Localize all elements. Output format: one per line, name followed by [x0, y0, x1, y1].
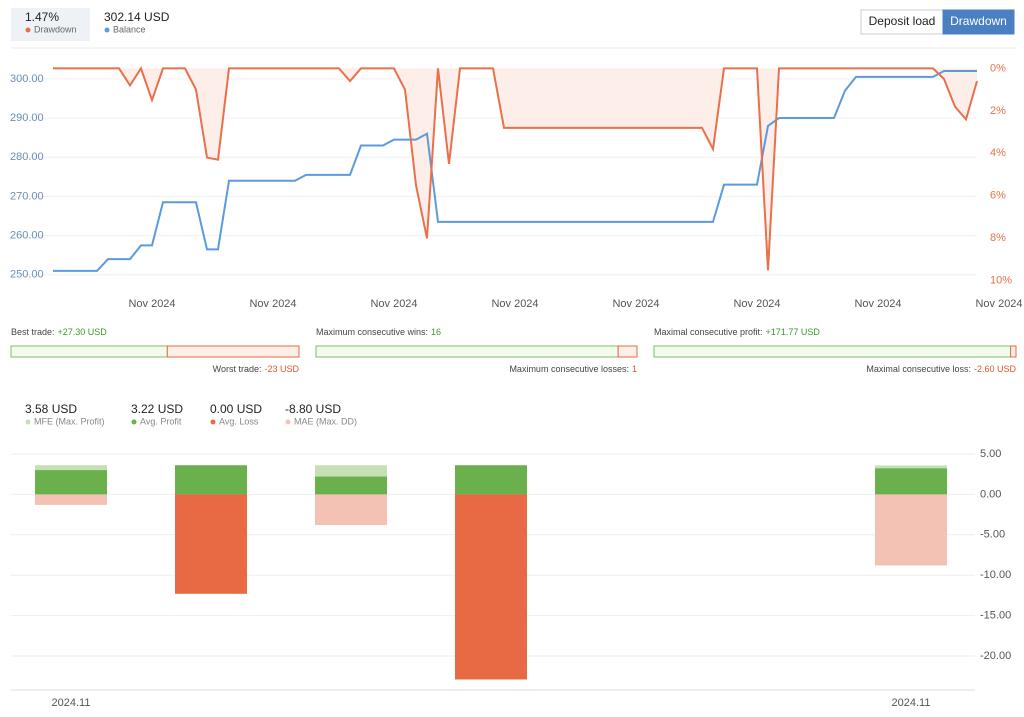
- stat-label: Maximal consecutive profit: +171.77 USD: [654, 327, 820, 337]
- stat-bar-negative: [166, 345, 300, 358]
- bar: [35, 494, 107, 505]
- legend-label: MAE (Max. DD): [294, 416, 357, 426]
- x-tick-label: Nov 2024: [612, 298, 659, 310]
- stat-bar-positive: [315, 345, 619, 358]
- stat-value: +27.30 USD: [58, 327, 108, 337]
- bar: [875, 494, 947, 566]
- legend-label: MFE (Max. Profit): [34, 416, 105, 426]
- y-tick-label: -10.00: [980, 569, 1011, 581]
- bar: [175, 494, 247, 594]
- y-tick-label: 5.00: [980, 448, 1001, 460]
- y2-tick-label: 0%: [990, 62, 1006, 74]
- legend-dot: [104, 27, 110, 33]
- legend-dot: [25, 27, 31, 33]
- stat-label: Maximal consecutive loss: -2.60 USD: [866, 364, 1016, 374]
- tab-button[interactable]: [860, 9, 944, 35]
- legend-value: 1.47%: [25, 10, 59, 24]
- stat-value: -23 USD: [264, 364, 299, 374]
- balance-line: [53, 70, 977, 272]
- stat-name: Maximum consecutive wins:: [316, 327, 428, 337]
- legend-label: Drawdown: [34, 24, 77, 34]
- bar: [455, 494, 527, 680]
- x-tick-label: Nov 2024: [975, 298, 1022, 310]
- x-tick-label: 2024.11: [52, 697, 91, 709]
- legend-label: Balance: [113, 24, 146, 34]
- y2-tick-label: 4%: [990, 147, 1006, 159]
- stat-value: 16: [431, 327, 441, 337]
- drawdown-area: [53, 68, 977, 271]
- x-tick-label: Nov 2024: [854, 298, 901, 310]
- legend-label: Avg. Profit: [140, 416, 182, 426]
- active-legend-box: [11, 8, 90, 41]
- y-tick-label: -15.00: [980, 610, 1011, 622]
- bar: [455, 465, 527, 495]
- stat-name: Best trade:: [11, 327, 55, 337]
- tab-label[interactable]: Deposit load: [869, 14, 936, 28]
- y2-tick-label: 6%: [990, 190, 1006, 202]
- legend-dot: [25, 419, 31, 425]
- y-tick-label: 250.00: [10, 269, 44, 281]
- legend-value: 302.14 USD: [104, 10, 170, 24]
- legend-value: -8.80 USD: [285, 402, 341, 416]
- stat-bar-positive: [653, 345, 1012, 358]
- stat-bar-negative: [617, 345, 638, 358]
- y-tick-label: 270.00: [10, 190, 44, 202]
- bar: [35, 470, 107, 495]
- bar: [175, 465, 247, 495]
- legend-dot: [285, 419, 291, 425]
- x-tick-label: Nov 2024: [491, 298, 538, 310]
- stat-bar-negative: [1010, 345, 1017, 358]
- x-tick-label: Nov 2024: [370, 298, 417, 310]
- y-tick-label: 0.00: [980, 488, 1001, 500]
- bar: [875, 468, 947, 495]
- stat-bar-positive: [10, 345, 168, 358]
- bar: [315, 476, 387, 495]
- bar: [315, 494, 387, 526]
- y-tick-label: 290.00: [10, 112, 44, 124]
- y-tick-label: 280.00: [10, 151, 44, 163]
- legend-dot: [210, 419, 216, 425]
- stat-label: Worst trade: -23 USD: [213, 364, 300, 374]
- y2-tick-label: 2%: [990, 105, 1006, 117]
- x-tick-label: Nov 2024: [128, 298, 175, 310]
- y-tick-label: 300.00: [10, 73, 44, 85]
- legend-value: 3.58 USD: [25, 402, 77, 416]
- stat-label: Maximum consecutive wins: 16: [316, 327, 441, 337]
- stat-value: -2.60 USD: [974, 364, 1017, 374]
- legend-label: Avg. Loss: [219, 416, 259, 426]
- y2-tick-label: 10%: [990, 275, 1012, 287]
- stat-label: Maximum consecutive losses: 1: [509, 364, 637, 374]
- x-tick-label: Nov 2024: [249, 298, 296, 310]
- stat-label: Best trade: +27.30 USD: [11, 327, 107, 337]
- y-tick-label: -20.00: [980, 650, 1011, 662]
- y-tick-label: -5.00: [980, 529, 1005, 541]
- tab-label[interactable]: Drawdown: [950, 14, 1007, 28]
- legend-value: 0.00 USD: [210, 402, 262, 416]
- drawdown-line: [53, 66, 978, 271]
- tab-button[interactable]: [942, 9, 1015, 35]
- stat-name: Maximal consecutive profit:: [654, 327, 763, 337]
- y2-tick-label: 8%: [990, 232, 1006, 244]
- x-tick-label: 2024.11: [892, 697, 931, 709]
- stat-value: 1: [632, 364, 637, 374]
- stat-value: +171.77 USD: [766, 327, 821, 337]
- stat-name: Worst trade:: [213, 364, 262, 374]
- stat-name: Maximal consecutive loss:: [866, 364, 971, 374]
- stat-name: Maximum consecutive losses:: [509, 364, 629, 374]
- legend-value: 3.22 USD: [131, 402, 183, 416]
- x-tick-label: Nov 2024: [733, 298, 780, 310]
- y-tick-label: 260.00: [10, 230, 44, 242]
- legend-dot: [131, 419, 137, 425]
